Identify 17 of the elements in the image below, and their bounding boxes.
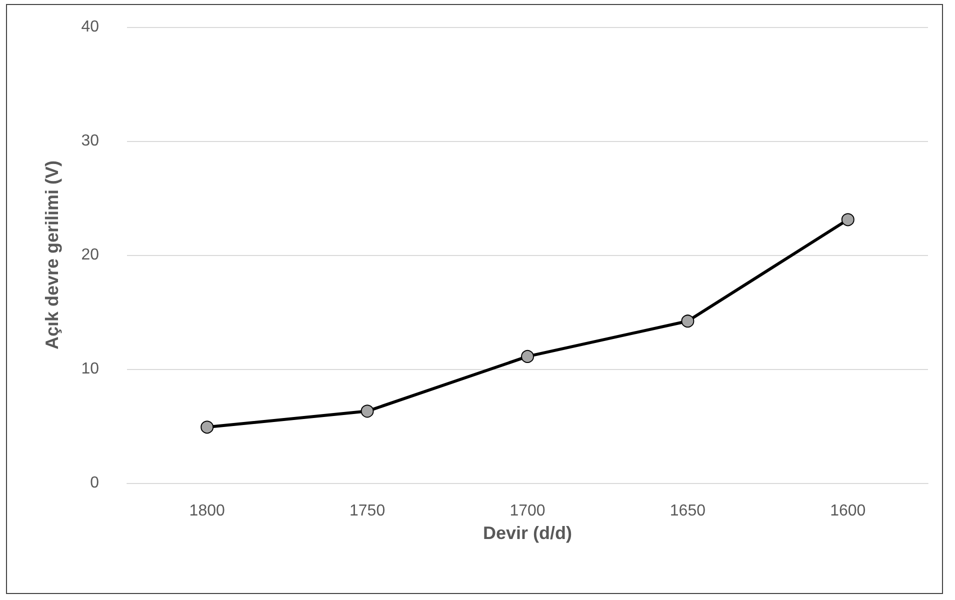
x-tick-label: 1700 bbox=[510, 502, 546, 520]
point bbox=[521, 350, 534, 363]
x-tick-label: 1650 bbox=[670, 502, 706, 520]
point bbox=[200, 420, 214, 434]
x-tick-label: 1750 bbox=[350, 502, 386, 520]
point bbox=[681, 314, 694, 328]
y-tick-label: 0 bbox=[90, 474, 100, 492]
y-tick-label: 40 bbox=[81, 18, 100, 36]
y-tick-label: 20 bbox=[81, 246, 100, 264]
x-axis-title: Devir (d/d) bbox=[482, 522, 572, 543]
y-tick-label: 30 bbox=[81, 132, 100, 150]
x-tick-label: 1600 bbox=[830, 502, 866, 520]
point bbox=[360, 404, 374, 418]
y-tick-label: 10 bbox=[81, 360, 100, 378]
x-tick-label: 1800 bbox=[189, 502, 225, 520]
y-axis-title: Açık devre gerilimi (V) bbox=[42, 160, 62, 350]
point bbox=[841, 213, 854, 226]
